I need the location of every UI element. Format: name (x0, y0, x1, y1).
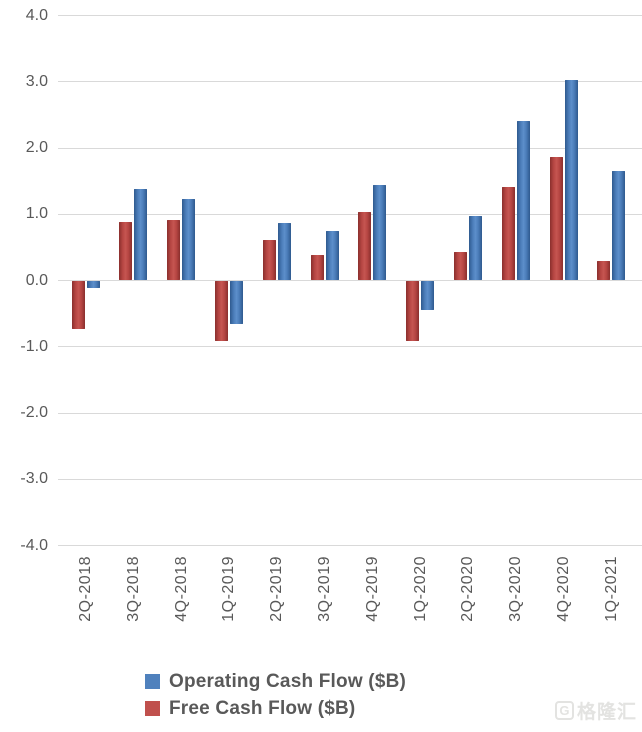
free-cash-flow-bar (549, 156, 563, 280)
legend-item: Operating Cash Flow ($B) (145, 668, 406, 695)
gridline (58, 280, 642, 281)
x-axis-tick-label: 1Q-2020 (411, 556, 429, 622)
y-axis-tick-label: 3.0 (25, 72, 48, 90)
x-axis-tick-label: 2Q-2019 (268, 556, 286, 622)
gridline (58, 15, 642, 16)
free-cash-flow-bar (214, 281, 228, 342)
operating-cash-flow-bar (564, 79, 578, 280)
free-cash-flow-bar (453, 252, 467, 280)
operating-cash-flow-bar (421, 281, 435, 311)
operating-cash-flow-bar (468, 216, 482, 280)
free-cash-flow-bar (406, 281, 420, 341)
y-axis-tick-label: -4.0 (20, 536, 48, 554)
y-axis-tick-label: 2.0 (25, 139, 48, 156)
y-axis-tick-label: 1.0 (25, 205, 48, 223)
operating-cash-flow-bar (516, 121, 530, 280)
gridline (58, 213, 642, 215)
plot-area (58, 15, 642, 546)
y-axis-tick-label: -1.0 (20, 337, 48, 355)
x-axis-tick-label: 3Q-2019 (316, 556, 333, 622)
y-axis-tick-label: -3.0 (20, 470, 48, 488)
x-axis-tick-label: 3Q-2020 (507, 556, 525, 622)
legend-label: Free Cash Flow ($B) (169, 697, 356, 719)
y-axis-tick-label: -2.0 (20, 404, 48, 421)
legend: Operating Cash Flow ($B) Free Cash Flow (… (145, 668, 406, 722)
free-cash-flow-bar (262, 240, 276, 280)
y-axis-tick-label: 4.0 (25, 6, 48, 24)
gridline (58, 412, 642, 414)
legend-swatch-operating-cash-flow (145, 674, 160, 689)
operating-cash-flow-bar (134, 188, 148, 280)
free-cash-flow-bar (167, 219, 181, 280)
y-axis-tick-label: 0.0 (25, 271, 48, 289)
operating-cash-flow-bar (229, 281, 243, 325)
gridline (58, 147, 642, 149)
x-axis-tick-label: 3Q-2018 (124, 556, 142, 622)
gridline (58, 545, 642, 546)
gelonghui-logo-icon: G (554, 701, 574, 720)
x-axis-tick-label: 4Q-2019 (363, 556, 381, 622)
legend-item: Free Cash Flow ($B) (145, 695, 406, 722)
operating-cash-flow-bar (86, 281, 100, 288)
x-axis-tick-label: 4Q-2020 (555, 556, 572, 622)
legend-swatch-free-cash-flow (145, 701, 160, 716)
operating-cash-flow-bar (182, 198, 196, 280)
x-axis-tick-label: 4Q-2018 (172, 556, 190, 622)
operating-cash-flow-bar (277, 223, 291, 280)
x-axis-tick-label: 2Q-2020 (459, 556, 477, 622)
x-axis-tick-label: 1Q-2021 (602, 556, 620, 622)
free-cash-flow-bar (597, 260, 611, 280)
watermark-text: 格隆汇 (576, 702, 637, 723)
free-cash-flow-bar (119, 221, 133, 280)
gridline (58, 478, 642, 480)
free-cash-flow-bar (71, 281, 85, 329)
watermark: G 格隆汇 (554, 697, 637, 724)
x-axis-tick-label: 1Q-2019 (220, 556, 238, 622)
free-cash-flow-bar (358, 212, 372, 280)
operating-cash-flow-bar (612, 171, 626, 280)
operating-cash-flow-bar (325, 230, 339, 280)
gridline (58, 346, 642, 348)
free-cash-flow-bar (310, 255, 324, 280)
gridline (58, 81, 642, 83)
free-cash-flow-bar (501, 187, 515, 280)
legend-label: Operating Cash Flow ($B) (169, 670, 407, 692)
operating-cash-flow-bar (373, 185, 387, 280)
x-axis-tick-label: 2Q-2018 (77, 556, 94, 622)
